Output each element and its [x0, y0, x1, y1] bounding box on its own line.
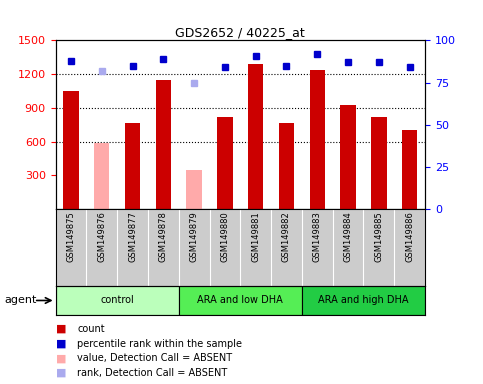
Bar	[179, 286, 302, 315]
Text: ■: ■	[56, 324, 66, 334]
Text: GSM149881: GSM149881	[251, 212, 260, 262]
Text: count: count	[77, 324, 105, 334]
Bar	[186, 170, 202, 209]
Text: value, Detection Call = ABSENT: value, Detection Call = ABSENT	[77, 353, 232, 363]
Text: agent: agent	[5, 295, 37, 306]
Text: ■: ■	[56, 368, 66, 378]
Text: ARA and high DHA: ARA and high DHA	[318, 295, 409, 306]
Text: GSM149886: GSM149886	[405, 212, 414, 262]
Text: GSM149877: GSM149877	[128, 212, 137, 262]
Text: control: control	[100, 295, 134, 306]
Bar	[371, 117, 386, 209]
Bar	[217, 117, 233, 209]
Bar	[63, 91, 79, 209]
Bar	[341, 104, 356, 209]
Text: ■: ■	[56, 339, 66, 349]
Bar	[402, 131, 417, 209]
Text: percentile rank within the sample: percentile rank within the sample	[77, 339, 242, 349]
Bar	[94, 143, 110, 209]
Bar	[302, 286, 425, 315]
Bar	[248, 64, 263, 209]
Text: GSM149879: GSM149879	[190, 212, 199, 262]
Text: GSM149883: GSM149883	[313, 212, 322, 262]
Bar	[125, 122, 140, 209]
Text: rank, Detection Call = ABSENT: rank, Detection Call = ABSENT	[77, 368, 227, 378]
Text: GSM149884: GSM149884	[343, 212, 353, 262]
Bar	[310, 70, 325, 209]
Text: GSM149885: GSM149885	[374, 212, 384, 262]
Text: GSM149878: GSM149878	[159, 212, 168, 262]
Text: GSM149876: GSM149876	[97, 212, 106, 262]
Text: ■: ■	[56, 353, 66, 363]
Bar	[56, 286, 179, 315]
Title: GDS2652 / 40225_at: GDS2652 / 40225_at	[175, 26, 305, 39]
Text: GSM149875: GSM149875	[67, 212, 75, 262]
Text: GSM149880: GSM149880	[220, 212, 229, 262]
Bar	[279, 122, 294, 209]
Text: ARA and low DHA: ARA and low DHA	[198, 295, 283, 306]
Bar	[156, 80, 171, 209]
Text: GSM149882: GSM149882	[282, 212, 291, 262]
